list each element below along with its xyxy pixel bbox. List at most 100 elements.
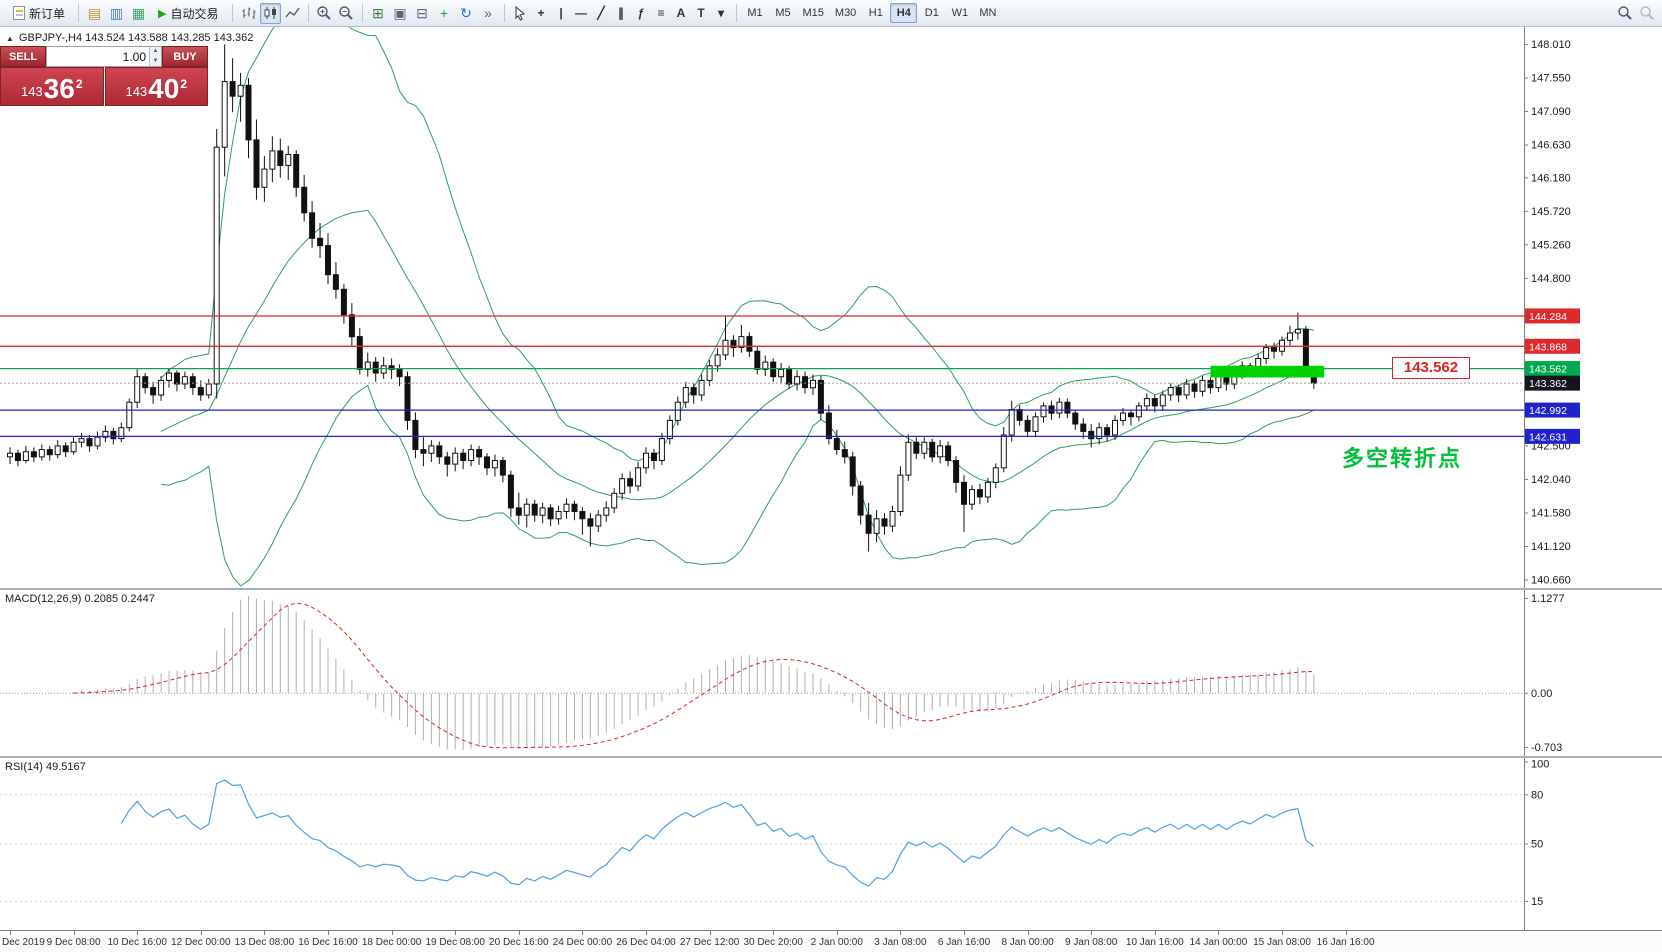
timeframe-mn[interactable]: MN — [974, 3, 1001, 23]
toolbar-separator — [735, 4, 737, 22]
volume-field[interactable]: 1.00 ▲ ▼ — [46, 46, 162, 67]
market-watch-icon[interactable]: ▤ — [87, 4, 102, 21]
toolbar-separator — [78, 4, 80, 22]
volume-down-icon[interactable]: ▼ — [150, 56, 161, 66]
zoom-in-icon[interactable] — [314, 3, 335, 24]
label-icon[interactable]: T — [697, 6, 705, 20]
ask-prefix: 143 — [125, 84, 148, 99]
crosshair-icon[interactable]: + — [537, 6, 545, 20]
zoom-out-icon[interactable] — [336, 3, 357, 24]
new-order-label: 新订单 — [29, 6, 66, 21]
svg-text:146.180: 146.180 — [1531, 172, 1571, 184]
timeframe-h4[interactable]: H4 — [890, 3, 918, 23]
arrows-dropdown-icon[interactable]: ▾ — [717, 6, 725, 20]
timeframe-w1[interactable]: W1 — [946, 3, 973, 23]
time-tick — [836, 931, 838, 935]
macd-canvas[interactable]: 1.1277 0.00 -0.703 — [0, 590, 1662, 756]
svg-text:-0.703: -0.703 — [1531, 742, 1562, 754]
line-chart-icon[interactable] — [282, 3, 303, 24]
svg-text:140.660: 140.660 — [1531, 574, 1571, 586]
svg-text:145.720: 145.720 — [1531, 206, 1571, 218]
chart-shift-icon[interactable]: » — [484, 5, 492, 21]
candlestick-chart-icon[interactable] — [259, 2, 281, 24]
trade-panel-toggle-icon[interactable]: ▲ — [6, 33, 14, 43]
time-tick — [900, 931, 902, 935]
time-tick — [1218, 931, 1220, 935]
time-label: Dec 2019 — [2, 937, 45, 948]
bar-chart-icon[interactable] — [238, 3, 259, 24]
svg-text:141.120: 141.120 — [1531, 541, 1571, 553]
trendline-icon[interactable]: ╱ — [597, 6, 605, 20]
panel-divider[interactable] — [0, 756, 1662, 758]
fibonacci-icon[interactable]: ƒ — [637, 6, 645, 20]
svg-text:147.090: 147.090 — [1531, 106, 1571, 118]
arrange-horizontal-icon[interactable]: ⊟ — [416, 4, 428, 21]
price-chart-canvas[interactable]: 148.010 147.550 147.090 146.630 146.180 145.7… — [0, 27, 1662, 588]
shapes-icon[interactable]: ≡ — [657, 6, 665, 20]
price-axis-badge: 142.631 — [1525, 428, 1580, 444]
time-tick — [1091, 931, 1093, 935]
timeframe-m5[interactable]: M5 — [770, 3, 797, 23]
sell-button[interactable]: SELL — [0, 46, 46, 67]
bid-prefix: 143 — [20, 84, 43, 99]
time-tick — [1027, 931, 1029, 935]
time-label: 20 Dec 16:00 — [489, 937, 549, 948]
new-order-icon — [13, 6, 25, 20]
add-indicator-icon[interactable]: + — [439, 5, 449, 21]
volume-up-icon[interactable]: ▲ — [150, 47, 161, 57]
candlesticks-layer — [7, 44, 1317, 552]
time-axis[interactable]: Dec 2019 9 Dec 08:00 10 Dec 16:00 12 Dec 00… — [0, 930, 1662, 952]
bid-price[interactable]: 143 36 2 — [0, 67, 104, 106]
one-click-trading-panel: SELL 1.00 ▲ ▼ BUY 143 36 2 143 — [0, 46, 208, 106]
svg-text:142.992: 142.992 — [1529, 405, 1567, 417]
timeframe-m1[interactable]: M1 — [742, 3, 769, 23]
tile-windows-icon[interactable]: ⊞ — [372, 4, 384, 21]
macd-histogram — [17, 596, 1315, 750]
timeframe-m15[interactable]: M15 — [798, 3, 829, 23]
svg-text:0.00: 0.00 — [1531, 688, 1552, 700]
price-level-label[interactable]: 143.562 — [1392, 357, 1470, 379]
time-label: 3 Jan 08:00 — [874, 937, 927, 948]
price-axis-badge: 143.562 — [1525, 361, 1580, 377]
svg-text:100: 100 — [1531, 759, 1549, 771]
channel-icon[interactable]: ∥ — [618, 6, 624, 20]
svg-text:141.580: 141.580 — [1531, 507, 1571, 519]
ask-price[interactable]: 143 40 2 — [104, 67, 208, 106]
buy-button[interactable]: BUY — [162, 46, 208, 67]
time-label: 2 Jan 00:00 — [810, 937, 863, 948]
ask-pipette: 2 — [180, 77, 188, 91]
time-tick — [1282, 931, 1283, 935]
timeframe-m30[interactable]: M30 — [830, 3, 861, 23]
time-label: 16 Dec 16:00 — [298, 937, 358, 948]
cascade-windows-icon[interactable]: ▣ — [393, 4, 407, 21]
ask-big-digits: 40 — [148, 73, 180, 105]
svg-text:143.868: 143.868 — [1529, 341, 1567, 353]
symbol-info: ▲ GBPJPY-,H4 143.524 143.588 143.285 143… — [6, 32, 253, 44]
highlight-zone[interactable] — [1210, 365, 1325, 378]
navigator-icon[interactable]: ▥ — [109, 4, 124, 21]
toolbar-separator — [307, 4, 309, 22]
svg-text:142.040: 142.040 — [1531, 474, 1571, 486]
auto-trading-button[interactable]: ▶ 自动交易 — [150, 2, 226, 24]
time-tick — [1345, 931, 1347, 935]
vertical-line-icon[interactable]: | — [559, 6, 563, 20]
toolbar: 新订单 ▤ ▥ ▦ ▶ 自动交易 ⊞ ▣ ⊟ + ↻ » + | — ╱ ∥ ƒ ≡ A T ▾ — [0, 0, 1662, 27]
timeframe-d1[interactable]: D1 — [918, 3, 945, 23]
auto-scroll-icon[interactable]: ↻ — [460, 4, 472, 21]
symbol-search-icon[interactable] — [1636, 3, 1657, 24]
svg-text:144.800: 144.800 — [1531, 273, 1571, 285]
cursor-icon[interactable] — [510, 3, 531, 24]
toolbar-separator — [231, 4, 233, 22]
panel-divider[interactable] — [0, 588, 1662, 590]
time-tick — [582, 931, 584, 935]
rsi-canvas[interactable]: 100 80 50 15 — [0, 758, 1662, 930]
new-order-button[interactable]: 新订单 — [5, 2, 73, 24]
text-icon[interactable]: A — [676, 6, 686, 20]
time-tick — [328, 931, 329, 935]
timeframe-h1[interactable]: H1 — [862, 3, 889, 23]
time-label: 19 Dec 08:00 — [425, 937, 485, 948]
terminal-icon[interactable]: ▦ — [131, 4, 146, 21]
search-icon[interactable] — [1614, 3, 1635, 24]
horizontal-line-icon[interactable]: — — [575, 6, 587, 20]
time-tick — [709, 931, 711, 935]
